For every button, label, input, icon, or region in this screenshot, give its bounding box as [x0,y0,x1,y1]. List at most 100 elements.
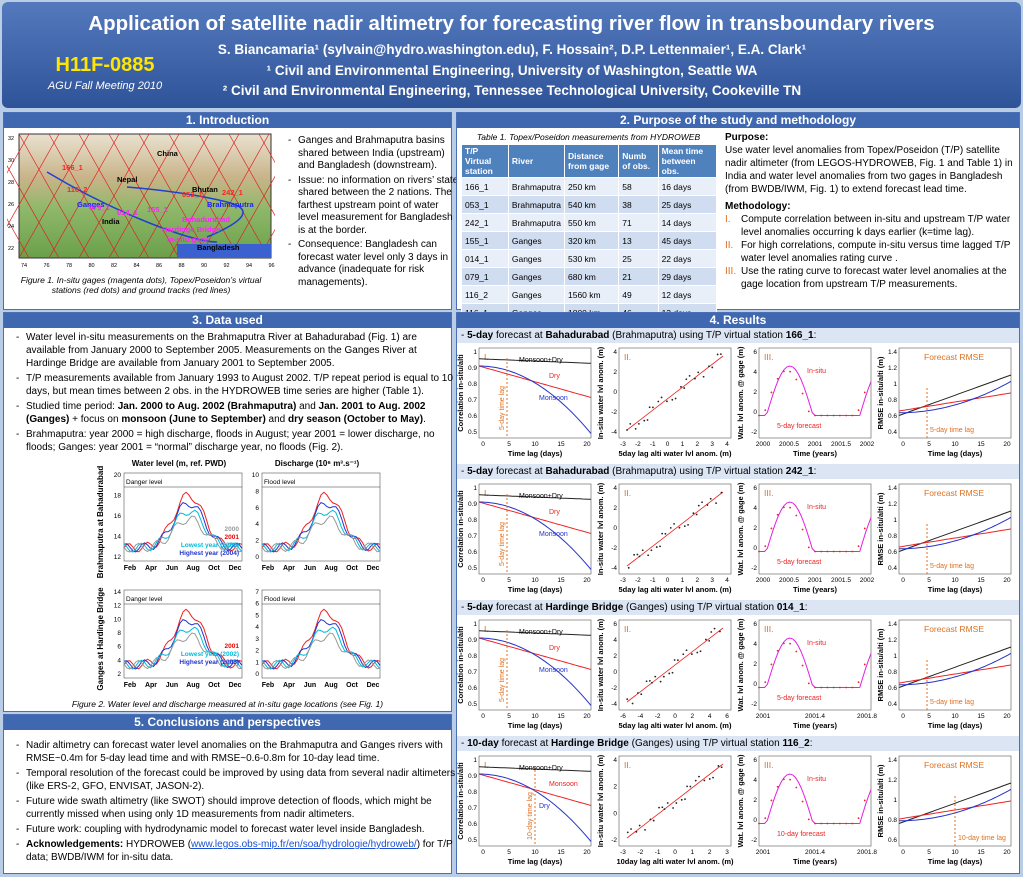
text-segment: Bahadurabad [545,466,610,477]
text-segment: : [813,466,817,477]
y-axis-label: Wat. lvl anom. @ gage (m) [736,754,745,847]
scatter-illustration [627,566,630,569]
text-segment: : [809,738,813,749]
y-tick-label: 12 [114,603,122,610]
scatter-illustration [758,414,760,417]
map: China Nepal Bhutan India Bangladesh Ganges Bra… [7,133,275,269]
panel-label: I. [484,624,489,634]
scatter-illustration [662,675,665,678]
annotation: Lowest year (2002) [181,542,239,549]
y-tick-label: 4 [613,485,617,492]
scatter-illustration [713,627,716,630]
scatter-illustration [689,785,692,788]
y-tick-label: 1.2 [888,365,897,372]
y-tick-label: 0.8 [888,397,897,404]
scatter-illustration [801,664,804,667]
bullet: Brahmaputra: year 2000 = high discharge,… [16,428,458,454]
scatter-illustration [701,501,703,504]
x-tick-label: Feb [262,682,274,689]
y-tick-label: 1 [473,485,477,492]
y-tick-label: 0.8 [468,381,477,388]
scatter-illustration [697,371,700,374]
curve-illustration [898,664,1012,684]
scatter-illustration [776,377,779,380]
curve-illustration [478,501,592,534]
map-label: 242_1 [222,188,243,197]
scatter-illustration [631,702,634,705]
text-segment: and [265,414,289,425]
y-tick-label: 6 [753,485,757,492]
bullet: Nadir altimetry can forecast water level… [16,739,458,765]
x-tick-label: Oct [208,682,220,689]
annotation: Monsoon [549,781,578,788]
y-tick-label: 4 [753,777,757,784]
y-tick-label: 0.5 [468,701,477,708]
x-tick-label: 2 [691,713,695,720]
meeting: AGU Fall Meeting 2010 [47,80,163,92]
scatter-illustration [705,638,707,641]
x-tick-label: Oct [346,682,358,689]
x-tick-label: 20 [1003,577,1011,584]
table-row: 155_1 Ganges 320 km 13 45 days [461,231,718,250]
table-cell: 45 days [657,231,718,250]
map-label: 166_1 [62,163,83,172]
table-header-cell: T/P Virtual station [461,144,509,178]
x-tick-label: 5 [507,577,511,584]
panel-label: III. [764,352,773,362]
y-tick-label: 10 [252,472,260,479]
scatter-illustration [820,414,823,417]
scatter-illustration [686,785,688,788]
table-cell: 71 [618,213,659,232]
map-label: Bahadurabad [182,215,230,224]
y-tick-label: 16 [114,513,122,520]
y-tick-label: 0.6 [468,821,477,828]
y-axis-label: In-situ water lvl anom. (m) [596,618,605,711]
y-tick-label: 0 [613,669,617,676]
scatter-illustration [776,649,779,652]
annotation: 2000 [225,526,240,533]
y-tick-label: 2 [753,797,757,804]
y-tick-label: 1 [893,381,897,388]
bullet-list: Water level in-situ measurements on the … [14,331,458,456]
scatter-illustration [832,550,835,553]
scatter-illustration [719,630,721,633]
text-segment: Acknowledgements: [26,839,124,850]
link[interactable]: www.legos.obs-mip.fr/en/soa/hydrologie/h… [191,839,417,850]
affiliation: ² Civil and Environmental Engineering, T… [222,83,802,98]
x-tick-label: 2000 [756,577,771,584]
scatter-illustration [851,686,854,689]
scatter-illustration [863,527,866,530]
x-axis-label: Time lag (days) [508,585,563,594]
y-tick-label: 4 [117,657,121,664]
method-title: Methodology: [725,201,791,212]
x-tick-label: 20 [1003,713,1011,720]
x-axis-label: Time lag (days) [928,721,983,730]
table-cell: 14 days [657,213,718,232]
y-tick-label: 0 [613,810,617,817]
row-title: Ganges at Hardinge Bridge [96,587,105,691]
curve-illustration [123,619,243,670]
table-cell: 014_1 [461,249,509,268]
x-axis-label: Time lag (days) [508,721,563,730]
annotation: 5-day forecast [777,423,821,430]
ground-track [138,133,210,259]
x-tick-label: -2 [655,713,661,720]
table-cell: Brahmaputra [507,177,566,196]
table-row: 242_1 Brahmaputra 550 km 71 14 days [461,213,718,232]
scatter-illustration [801,392,804,395]
curve-illustration [478,494,592,500]
x-tick-label: -2 [635,441,641,448]
scatter-illustration [694,779,697,782]
curve-illustration [261,608,381,670]
lat-tick-label: 24 [8,224,14,230]
annotation: Highest year (2004) [179,550,239,557]
method-number: I. [725,214,731,225]
scatter-illustration [715,502,717,505]
panel-label: Forecast RMSE [924,624,984,634]
scatter-illustration [710,631,713,633]
scatter-illustration [652,406,654,409]
scatter-illustration [838,414,841,417]
scatter-illustration [789,506,792,509]
x-tick-label: 15 [557,577,565,584]
y-tick-label: 1.4 [888,485,897,492]
